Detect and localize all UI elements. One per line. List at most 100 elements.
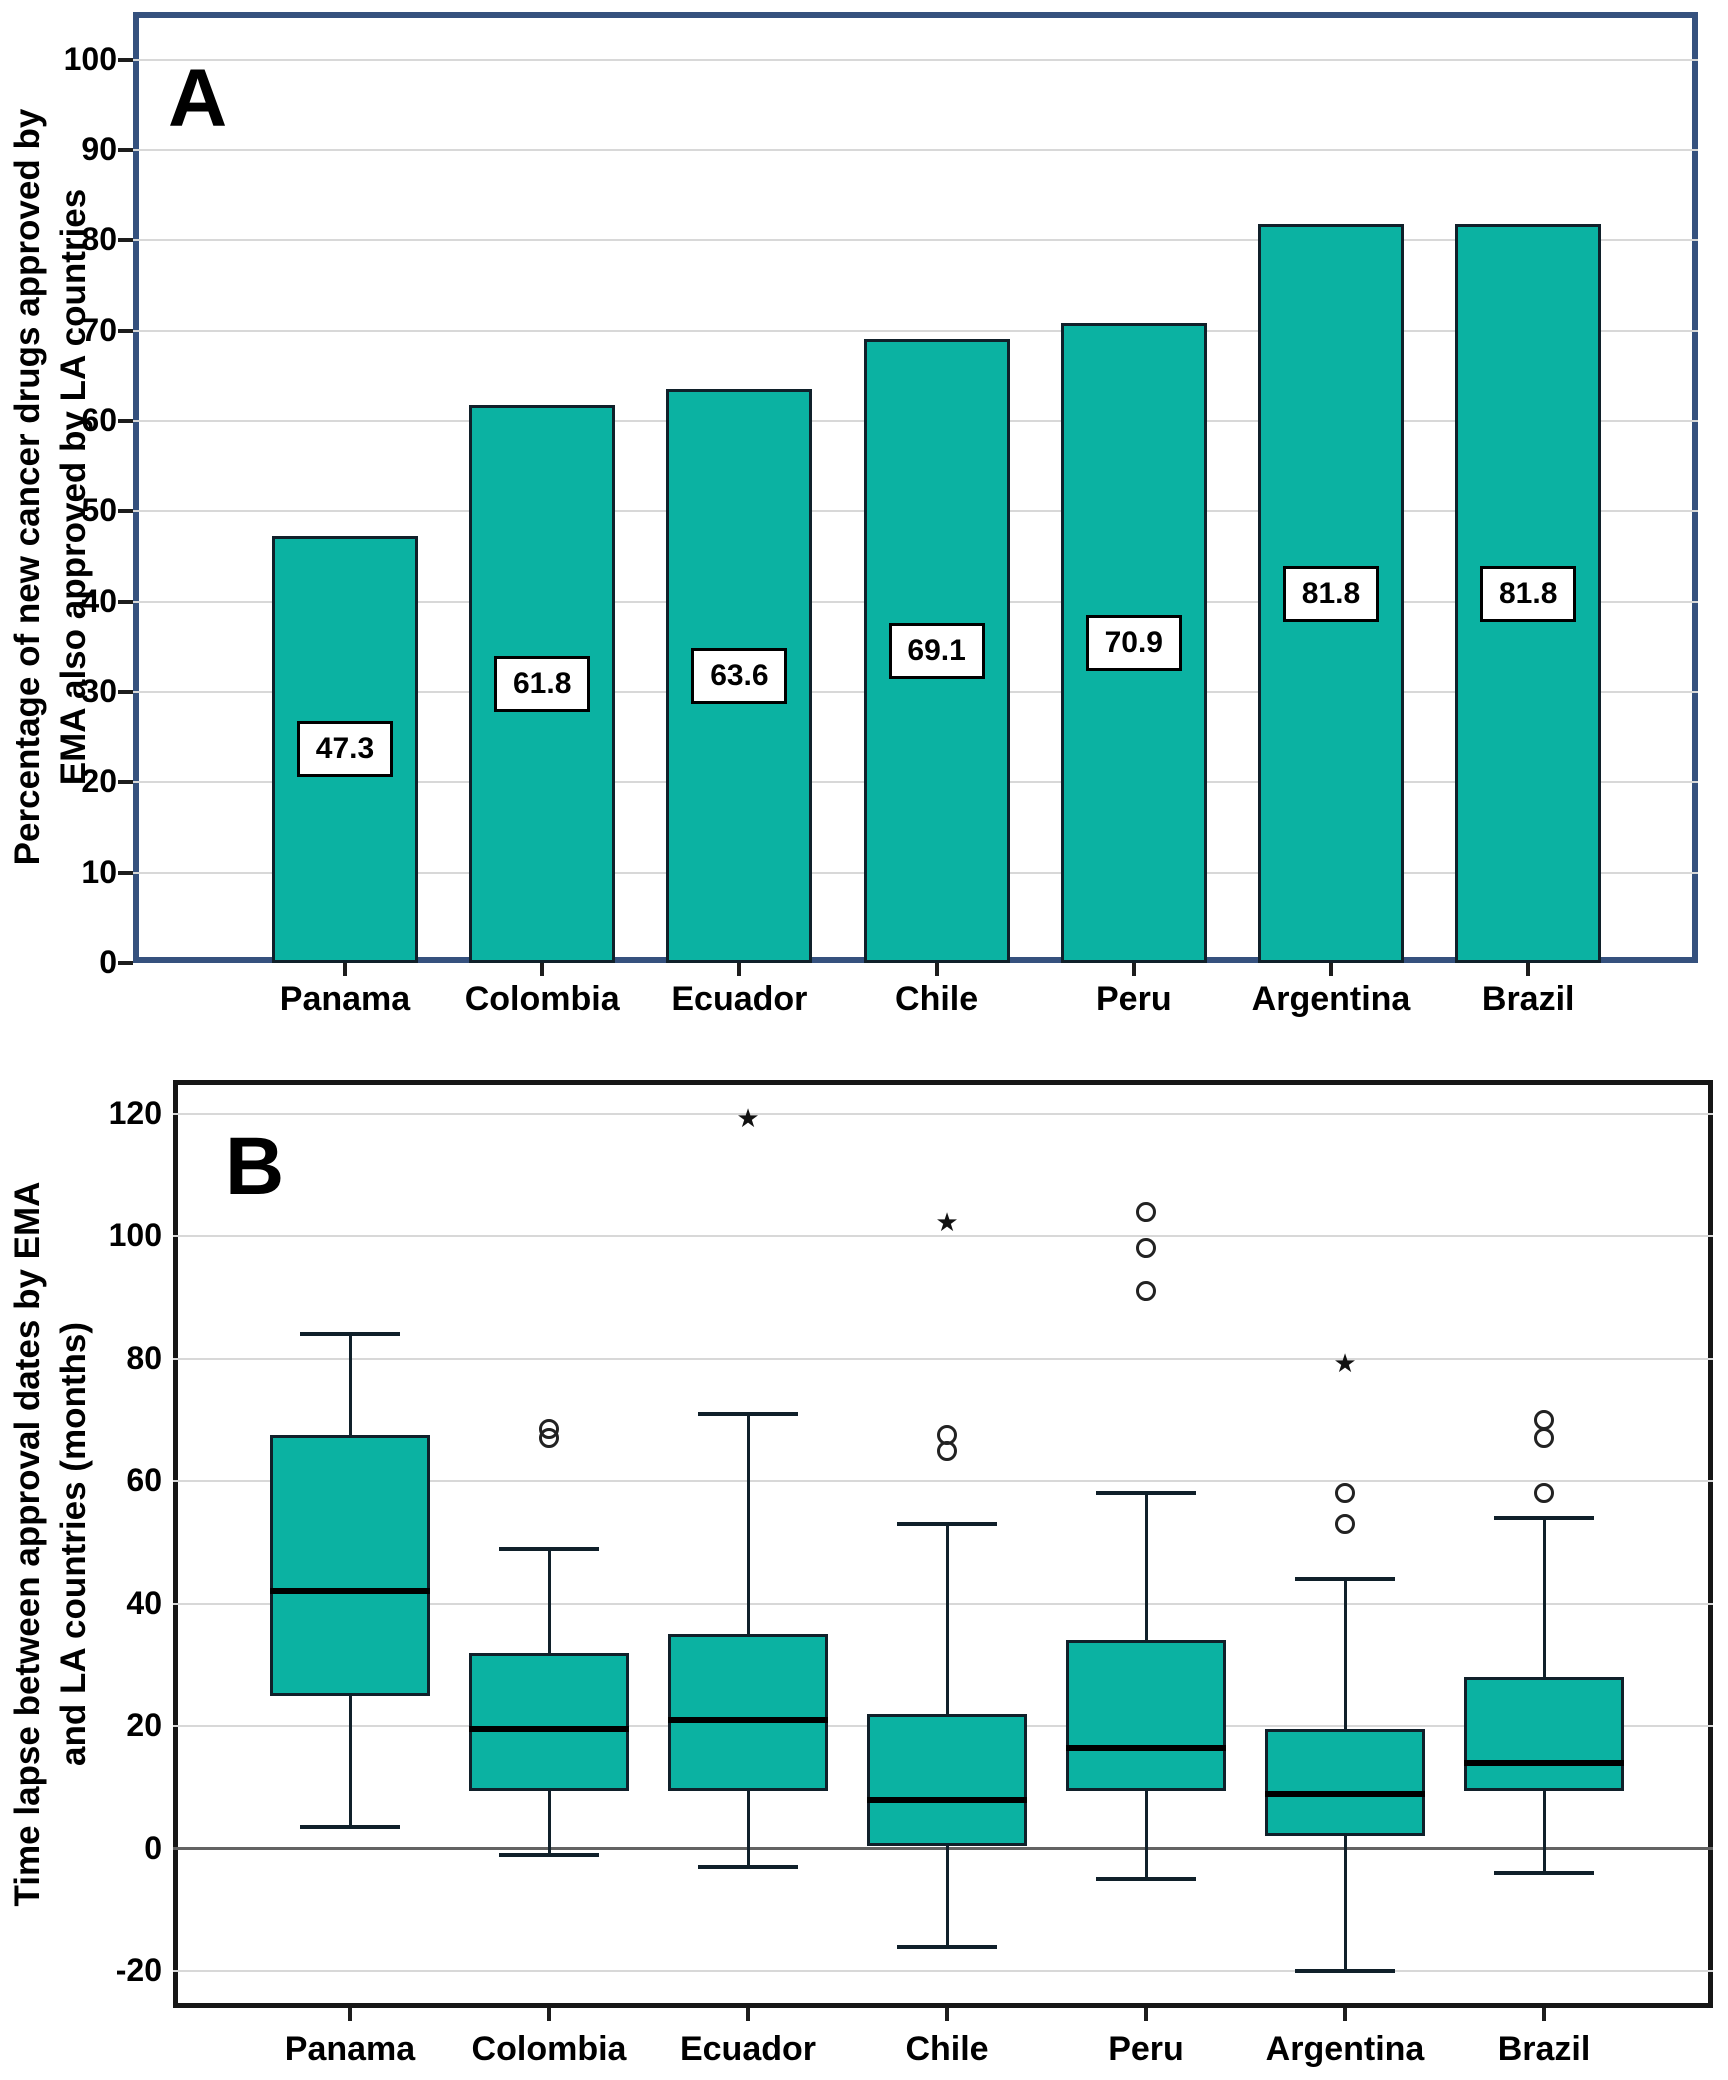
outlier-circle-peru xyxy=(1136,1238,1156,1259)
panel-b-y-tick-label-20: 20 xyxy=(126,1707,162,1744)
whisker-cap-high-ecuador xyxy=(698,1411,798,1416)
outlier-circle-argentina xyxy=(1335,1483,1355,1504)
outlier-circle-brazil xyxy=(1534,1409,1554,1430)
whisker-cap-high-chile xyxy=(897,1522,997,1527)
whisker-cap-low-panama xyxy=(300,1825,400,1830)
panel-a-x-tick-mark-ecuador xyxy=(737,963,742,976)
panel-b-x-tick-label-panama: Panama xyxy=(284,2030,416,2068)
box-colombia xyxy=(469,1652,629,1791)
median-line-ecuador xyxy=(668,1717,828,1724)
median-line-brazil xyxy=(1464,1759,1624,1766)
panel-a-y-tick-mark-90 xyxy=(118,148,133,153)
panel-b-plot-frame xyxy=(173,1080,1713,2008)
panel-a-y-tick-label-0: 0 xyxy=(99,944,117,980)
box-brazil xyxy=(1464,1677,1624,1791)
whisker-cap-low-brazil xyxy=(1494,1871,1594,1876)
panel-a-x-tick-label-chile: Chile xyxy=(895,980,979,1018)
panel-b-y-tick-label--20: -20 xyxy=(115,1952,162,1989)
extreme-star-argentina: ★ xyxy=(1333,1348,1357,1379)
box-argentina xyxy=(1265,1729,1425,1837)
bar-argentina xyxy=(1258,224,1404,963)
panel-b-x-tick-label-chile: Chile xyxy=(905,2030,989,2068)
panel-a-letter: A xyxy=(168,53,228,144)
panel-b-y-tick-label-0: 0 xyxy=(144,1829,162,1866)
panel-b-x-tick-label-ecuador: Ecuador xyxy=(679,2030,817,2068)
outlier-circle-colombia xyxy=(539,1419,559,1440)
outlier-circle-brazil xyxy=(1534,1483,1554,1504)
panel-b-x-tick-mark-peru xyxy=(1144,2008,1148,2021)
extreme-star-ecuador: ★ xyxy=(736,1103,760,1134)
panel-a-y-tick-mark-70 xyxy=(118,328,133,333)
bar-value-label-brazil: 81.8 xyxy=(1480,565,1577,622)
panel-a-y-tick-mark-100 xyxy=(118,57,133,62)
box-ecuador xyxy=(668,1634,828,1791)
bar-value-label-panama: 47.3 xyxy=(297,721,393,778)
panel-a-y-tick-label-50: 50 xyxy=(81,492,117,529)
outlier-circle-argentina xyxy=(1335,1514,1355,1535)
panel-a-x-tick-label-brazil: Brazil xyxy=(1481,980,1575,1018)
panel-a-x-tick-mark-peru xyxy=(1131,963,1136,976)
panel-a-x-tick-mark-argentina xyxy=(1329,963,1333,976)
median-line-colombia xyxy=(469,1726,629,1733)
panel-a-y-tick-label-100: 100 xyxy=(63,40,117,77)
panel-a-y-tick-label-30: 30 xyxy=(81,673,117,710)
bar-panama xyxy=(272,535,418,963)
panel-b-gridline-120 xyxy=(173,1112,1713,1115)
panel-a-y-tick-label-90: 90 xyxy=(81,131,117,168)
whisker-cap-low-colombia xyxy=(499,1852,599,1857)
bar-value-label-ecuador: 63.6 xyxy=(691,647,788,704)
whisker-cap-high-panama xyxy=(300,1332,400,1337)
panel-a-gridline-100 xyxy=(133,58,1698,61)
panel-a-x-tick-mark-colombia xyxy=(540,963,545,976)
panel-b-x-tick-label-colombia: Colombia xyxy=(471,2030,627,2068)
box-panama xyxy=(270,1435,430,1696)
panel-a-y-tick-mark-40 xyxy=(118,599,133,604)
whisker-cap-high-argentina xyxy=(1295,1577,1395,1582)
panel-a-y-tick-mark-10 xyxy=(118,870,133,875)
panel-a-y-tick-label-20: 20 xyxy=(81,763,117,800)
extreme-star-chile: ★ xyxy=(935,1207,959,1238)
panel-a-y-tick-label-70: 70 xyxy=(81,311,117,348)
median-line-panama xyxy=(270,1588,430,1595)
box-peru xyxy=(1066,1640,1226,1791)
panel-b-x-tick-mark-colombia xyxy=(547,2008,551,2021)
panel-a-y-tick-mark-30 xyxy=(118,690,133,695)
panel-b-gridline-40 xyxy=(173,1602,1713,1605)
panel-a-y-tick-label-80: 80 xyxy=(81,221,117,258)
bar-value-label-peru: 70.9 xyxy=(1085,614,1182,671)
median-line-argentina xyxy=(1265,1790,1425,1797)
panel-b-x-tick-mark-chile xyxy=(945,2008,949,2021)
panel-a-y-tick-mark-80 xyxy=(118,238,133,243)
panel-b-gridline-60 xyxy=(173,1480,1713,1483)
outlier-circle-peru xyxy=(1136,1281,1156,1302)
panel-b-gridline--20 xyxy=(173,1970,1713,1973)
bar-value-label-colombia: 61.8 xyxy=(494,655,591,712)
whisker-cap-high-peru xyxy=(1096,1491,1196,1496)
panel-a-x-tick-mark-brazil xyxy=(1526,963,1531,976)
whisker-cap-low-chile xyxy=(897,1944,997,1949)
panel-a-y-tick-mark-50 xyxy=(118,509,133,514)
panel-b-x-tick-mark-brazil xyxy=(1542,2008,1546,2021)
panel-b-x-tick-label-brazil: Brazil xyxy=(1497,2030,1591,2068)
panel-a-x-tick-label-argentina: Argentina xyxy=(1251,980,1411,1018)
panel-b-y-tick-label-120: 120 xyxy=(108,1094,162,1131)
outlier-circle-peru xyxy=(1136,1201,1156,1222)
median-line-peru xyxy=(1066,1744,1226,1751)
whisker-cap-low-argentina xyxy=(1295,1969,1395,1974)
panel-a-x-tick-mark-panama xyxy=(343,963,347,976)
panel-a-y-tick-mark-20 xyxy=(118,780,133,785)
panel-b-x-tick-label-peru: Peru xyxy=(1108,2030,1184,2068)
panel-b-y-tick-label-100: 100 xyxy=(108,1217,162,1254)
box-chile xyxy=(867,1713,1027,1846)
panel-b-zero-line xyxy=(173,1847,1713,1851)
panel-b-y-tick-label-60: 60 xyxy=(126,1462,162,1499)
whisker-cap-low-peru xyxy=(1096,1877,1196,1882)
panel-b-x-tick-mark-argentina xyxy=(1343,2008,1347,2021)
panel-a-y-tick-label-40: 40 xyxy=(81,582,117,619)
panel-b-x-tick-mark-ecuador xyxy=(746,2008,750,2021)
panel-b-x-tick-mark-panama xyxy=(348,2008,352,2021)
panel-a-x-tick-mark-chile xyxy=(934,963,939,976)
panel-b-y-tick-label-40: 40 xyxy=(126,1584,162,1621)
panel-a-gridline-90 xyxy=(133,149,1698,152)
